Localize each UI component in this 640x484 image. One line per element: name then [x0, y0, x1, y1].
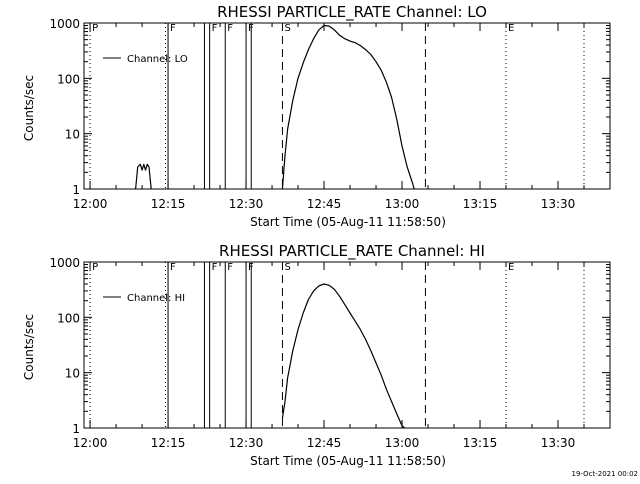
series-line-hi	[281, 283, 405, 429]
y-tick-label: 10	[65, 367, 80, 381]
x-tick-label: 12:00	[73, 436, 108, 450]
event-marker-label: F	[212, 23, 218, 34]
event-marker-label: F	[227, 23, 233, 34]
timestamp: 19-Oct-2021 00:02	[572, 470, 638, 478]
chart-panel-lo: RHESSI PARTICLE_RATE Channel: LO Start T…	[22, 3, 611, 229]
y-tick-label: 1	[72, 422, 80, 436]
x-tick-label: 13:30	[541, 197, 576, 211]
legend-label: Channel: LO	[127, 54, 188, 65]
x-tick-label: 13:30	[541, 436, 576, 450]
plot-frame	[83, 22, 611, 190]
x-axis-label: Start Time (05-Aug-11 11:58:50)	[250, 454, 446, 468]
x-tick-label: 13:00	[385, 436, 420, 450]
y-tick-label: 10	[65, 128, 80, 142]
event-marker-label: P	[92, 23, 98, 34]
event-marker-label: F	[212, 262, 218, 273]
chart-title: RHESSI PARTICLE_RATE Channel: HI	[219, 242, 485, 261]
x-tick-label: 12:45	[307, 197, 342, 211]
plot-frame	[83, 261, 611, 429]
y-tick-label: 1000	[49, 17, 80, 31]
chart-title: RHESSI PARTICLE_RATE Channel: LO	[217, 3, 487, 22]
event-marker-label: S	[284, 23, 290, 34]
x-tick-label: 13:15	[463, 436, 498, 450]
y-tick-label: 1000	[49, 256, 80, 270]
x-tick-label: 12:45	[307, 436, 342, 450]
y-axis-label: Counts/sec	[22, 314, 36, 380]
chart-panel-hi: RHESSI PARTICLE_RATE Channel: HI Start T…	[22, 242, 611, 468]
x-tick-label: 13:00	[385, 197, 420, 211]
legend-label: Channel: HI	[127, 293, 185, 304]
event-marker-label: E	[508, 23, 514, 34]
x-axis-label: Start Time (05-Aug-11 11:58:50)	[250, 215, 446, 229]
y-tick-label: 100	[57, 72, 80, 86]
event-marker-label: F	[170, 23, 176, 34]
x-tick-label: 12:15	[151, 436, 186, 450]
x-tick-label: 12:30	[229, 197, 264, 211]
event-marker-label: F	[170, 262, 176, 273]
event-marker-label: P	[92, 262, 98, 273]
series-line-lo	[281, 24, 415, 190]
y-axis-label: Counts/sec	[22, 75, 36, 141]
event-marker-label: F	[227, 262, 233, 273]
x-tick-label: 12:30	[229, 436, 264, 450]
y-tick-label: 100	[57, 311, 80, 325]
event-marker-label: S	[284, 262, 290, 273]
y-tick-label: 1	[72, 183, 80, 197]
x-tick-label: 12:00	[73, 197, 108, 211]
x-tick-label: 12:15	[151, 197, 186, 211]
x-tick-label: 13:15	[463, 197, 498, 211]
series-line-lo	[135, 163, 152, 190]
event-marker-label: E	[508, 262, 514, 273]
